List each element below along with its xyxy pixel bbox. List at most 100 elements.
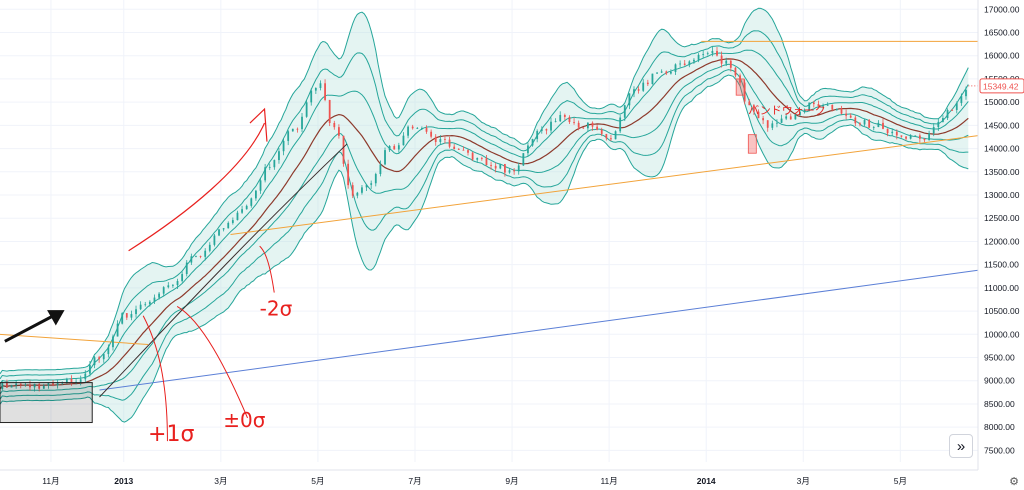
candle-body [42,385,45,389]
candle-body [780,118,783,123]
candle-body [928,133,930,141]
candle-body [218,229,220,236]
candle-body [333,122,336,128]
y-tick-label: 14500.00 [984,120,1020,130]
candle-body [891,131,894,134]
candle-body [98,357,101,360]
candle-body [614,131,617,140]
x-tick-label: 3月 [214,476,227,486]
price-axis[interactable]: 7500.00 8000.00 8500.00 9000.00 9500.00 10000… [977,0,1024,470]
candle-body [905,136,907,139]
y-tick-label: 8500.00 [984,399,1015,409]
time-axis[interactable]: 11月 2013 3月 5月 7月 9月 11月 2014 3月 5月 [0,469,978,486]
candle-body [859,123,861,125]
candle-body [47,383,50,386]
candle-body [153,297,156,302]
candle-body [453,146,456,150]
candle-body [711,50,714,54]
candle-body [89,365,91,374]
candle-body [485,158,488,166]
candle-body [393,146,396,150]
candle-body [172,285,174,286]
candle-body [633,89,635,94]
candle-body [951,109,954,111]
candle-body [84,373,87,380]
band-fill [0,8,969,423]
candle-body [960,96,963,104]
candle-body [356,192,359,196]
candle-body [15,383,18,386]
x-tick-label: 2014 [697,476,716,486]
y-tick-label: 14000.00 [984,144,1020,154]
candle-body [882,122,884,129]
band-lower-2sigma [0,69,969,401]
zero-sigma-pointer [176,306,248,419]
candle-body [328,99,331,123]
drawn-lines [0,40,979,391]
candle-body [693,59,695,62]
candle-body [310,90,313,103]
y-tick-label: 7500.00 [984,445,1015,455]
candle-body [734,67,737,76]
y-tick-label: 17000.00 [984,4,1020,14]
candle-body [522,153,525,166]
x-tick-label: 5月 [311,476,324,486]
candle-body [679,63,682,65]
candle-body [102,354,105,360]
candle-body [374,174,377,184]
candle-body [748,101,751,106]
candle-body [462,149,465,151]
candle-body [407,126,409,136]
candle-body [56,383,59,386]
candle-body [245,205,248,210]
candle-body [822,105,824,107]
minus-two-sigma-pointer [259,245,275,293]
candle-body [365,184,368,188]
candle-body [886,128,889,134]
candle-body [370,183,373,185]
y-tick-label: 10000.00 [984,329,1020,339]
candle-body [877,122,880,128]
y-tick-label: 16500.00 [984,28,1020,38]
x-tick-label: 2013 [114,476,133,486]
candle-body [273,160,276,168]
candle-body [347,163,350,186]
candle-body [338,127,340,136]
candle-body [582,127,585,129]
candle-body [729,60,732,68]
candles [1,46,967,392]
scroll-to-latest-button[interactable]: » [949,434,973,458]
candle-body [107,347,110,355]
candle-body [416,128,419,130]
candle-body [125,313,128,318]
orange-short-line [0,333,149,346]
candle-body [895,131,898,136]
band-midline [0,58,969,390]
band-lower-1sigma [0,63,969,395]
candle-body [227,222,230,229]
candle-body [199,256,202,257]
candle-body [725,60,728,64]
candle-body [430,131,433,137]
gear-icon[interactable]: ⚙ [1009,476,1019,488]
candle-body [314,87,317,91]
candle-body [531,139,534,146]
x-tick-label: 11月 [42,476,59,486]
candle-body [513,170,516,172]
candle-body [527,145,529,154]
y-tick-label: 11500.00 [984,260,1019,270]
candle-body [688,61,691,65]
band-upper-3sigma [0,7,969,375]
candle-body [148,301,151,305]
candle-body [785,116,788,119]
candle-body [291,128,294,132]
double-chevron-right-icon: » [956,437,966,455]
candle-body [296,128,299,130]
candle-body [586,122,589,129]
y-tick-label: 16000.00 [984,51,1020,61]
candle-body [799,111,801,115]
candle-body [480,158,483,159]
candle-body [610,138,612,140]
